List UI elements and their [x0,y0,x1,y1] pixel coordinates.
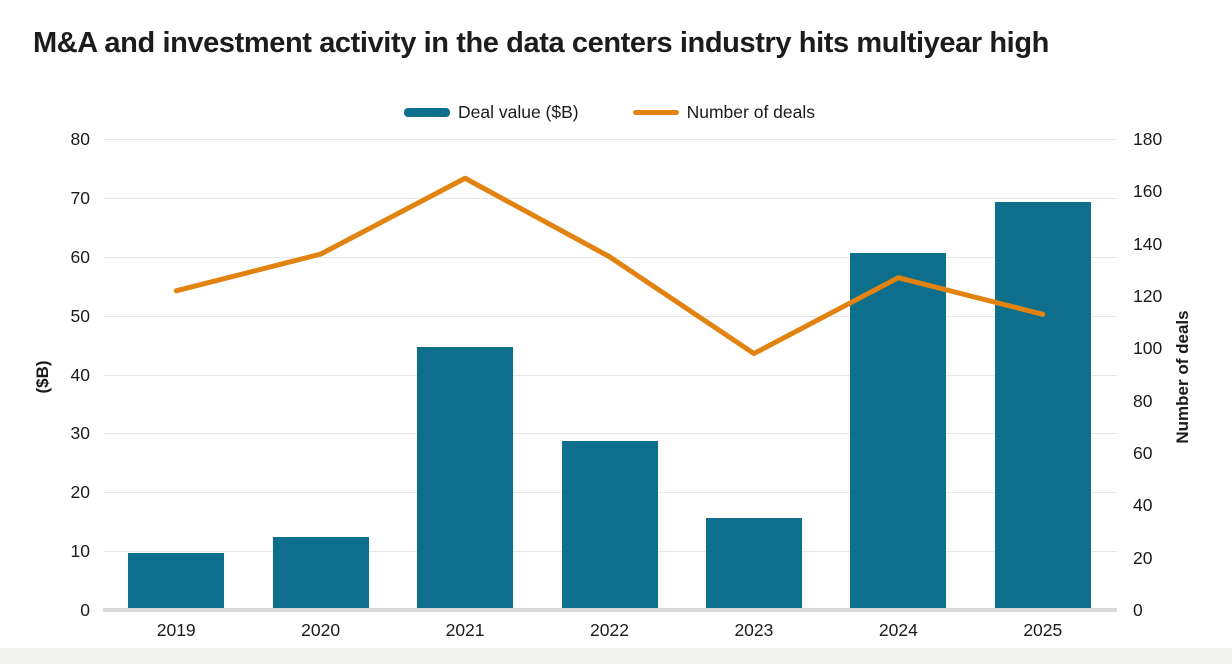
chart-title: M&A and investment activity in the data … [33,27,1049,59]
deal-value-swatch-icon [403,107,450,117]
x-axis-baseline [103,608,1117,612]
number-of-deals-swatch-icon [632,109,679,115]
legend-item-number-of-deals: Number of deals [632,101,816,123]
legend-label-deal-value: Deal value ($B) [457,101,579,122]
footer-strip [0,648,1232,664]
legend-label-number-of-deals: Number of deals [686,101,816,122]
number-of-deals-line [173,175,1046,357]
legend-item-deal-value: Deal value ($B) [403,101,579,123]
legend: Deal value ($B) Number of deals [104,99,1115,125]
